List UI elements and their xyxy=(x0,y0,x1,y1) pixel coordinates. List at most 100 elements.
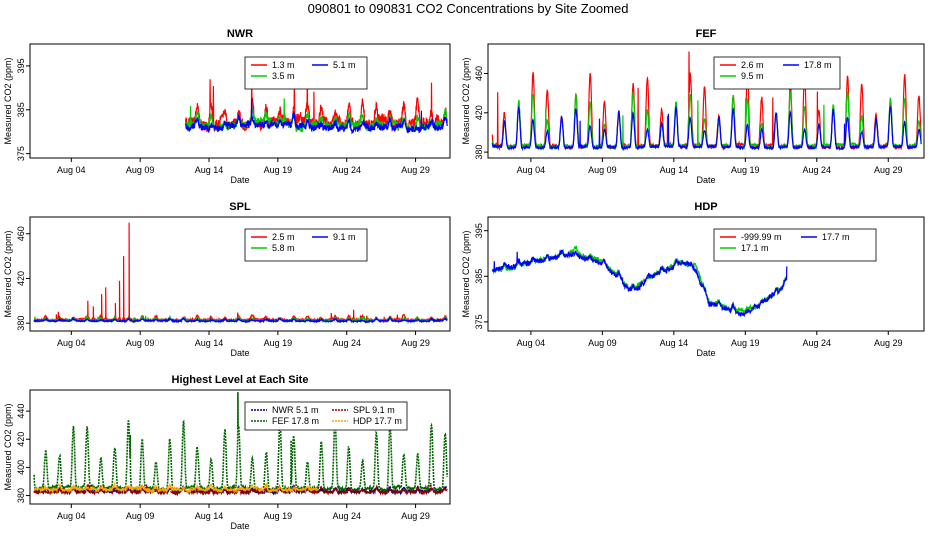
y-tick-label: 385 xyxy=(474,269,484,284)
series-line-fef-17-8-m xyxy=(33,392,448,495)
x-tick-label: Aug 29 xyxy=(874,165,903,175)
y-axis-label: Measured CO2 (ppm) xyxy=(3,403,13,490)
plot-frame xyxy=(487,216,925,332)
x-tick-label: Aug 04 xyxy=(517,165,546,175)
legend-box xyxy=(244,228,368,262)
series-line-17-1-m xyxy=(491,245,788,314)
y-tick-label: 375 xyxy=(474,314,484,329)
series-line-hdp-17-7-m xyxy=(33,481,319,495)
legend-label: -999.99 m xyxy=(741,232,782,242)
legend-label: 17.1 m xyxy=(741,243,769,253)
y-tick-label: 380 xyxy=(16,488,26,503)
chart-title: SPL xyxy=(229,201,251,213)
legend-label: 9.1 m xyxy=(333,232,356,242)
legend-box xyxy=(713,228,877,262)
y-tick-label: 385 xyxy=(16,102,26,117)
chart-title: HDP xyxy=(694,201,717,213)
plot-frame xyxy=(29,43,451,159)
x-axis-label: Date xyxy=(230,348,249,358)
legend: 2.5 m5.8 m 9.1 m xyxy=(244,228,368,262)
chart-highest: Highest Level at Each Site Aug 04 Aug 09 Au… xyxy=(3,374,451,531)
legend-label: FEF 17.8 m xyxy=(272,416,319,426)
plot-frame xyxy=(29,389,451,505)
y-tick-label: 420 xyxy=(16,432,26,447)
legend-label: 2.6 m xyxy=(741,60,764,70)
plot-frame xyxy=(487,43,925,159)
legend-label: HDP 17.7 m xyxy=(353,416,402,426)
x-tick-label: Aug 09 xyxy=(588,338,617,348)
legend-label: 2.5 m xyxy=(272,232,295,242)
y-axis-label: Measured CO2 (ppm) xyxy=(3,230,13,317)
x-tick-label: Aug 19 xyxy=(264,338,293,348)
x-tick-label: Aug 14 xyxy=(660,338,689,348)
x-tick-label: Aug 29 xyxy=(401,511,430,521)
y-tick-label: 440 xyxy=(16,404,26,419)
chart-fef: FEF Aug 04 Aug 09 Aug 14 Aug 19 Aug 24 Aug 29 D… xyxy=(461,28,925,185)
chart-hdp: HDP Aug 04 Aug 09 Aug 14 Aug 19 Aug 24 Aug 29 D… xyxy=(461,201,925,358)
x-tick-label: Aug 19 xyxy=(264,165,293,175)
legend: 1.3 m3.5 m 5.1 m xyxy=(244,56,368,90)
legend-label: NWR 5.1 m xyxy=(272,405,319,415)
legend-label: 17.8 m xyxy=(804,60,832,70)
x-axis-label: Date xyxy=(696,348,715,358)
x-tick-label: Aug 09 xyxy=(126,165,155,175)
y-tick-label: 420 xyxy=(16,271,26,286)
page-title: 090801 to 090831 CO2 Concentrations by S… xyxy=(307,1,629,16)
chart-nwr: NWR Aug 04 Aug 09 Aug 14 Aug 19 Aug 24 Aug 29 D… xyxy=(3,28,451,185)
series-line-17-8-m xyxy=(491,105,922,152)
legend-box xyxy=(713,56,841,90)
y-tick-label: 395 xyxy=(474,223,484,238)
legend-box xyxy=(244,401,408,431)
legend-label: 9.5 m xyxy=(741,71,764,81)
x-tick-label: Aug 09 xyxy=(126,338,155,348)
x-axis-label: Date xyxy=(696,175,715,185)
legend-label: 1.3 m xyxy=(272,60,295,70)
x-tick-label: Aug 19 xyxy=(731,338,760,348)
y-axis-label: Measured CO2 (ppm) xyxy=(3,57,13,144)
y-tick-label: 460 xyxy=(16,226,26,241)
x-tick-label: Aug 29 xyxy=(401,165,430,175)
chart-title: FEF xyxy=(696,28,717,40)
y-tick-label: 380 xyxy=(474,145,484,160)
x-axis-label: Date xyxy=(230,175,249,185)
legend-label: 5.8 m xyxy=(272,243,295,253)
x-tick-label: Aug 14 xyxy=(660,165,689,175)
legend-box xyxy=(244,56,368,90)
x-tick-label: Aug 24 xyxy=(332,165,361,175)
chart-spl: SPL Aug 04 Aug 09 Aug 14 Aug 19 Aug 24 Aug 29 D… xyxy=(3,201,451,358)
x-tick-label: Aug 24 xyxy=(332,511,361,521)
legend-label: 5.1 m xyxy=(333,60,356,70)
y-tick-label: 375 xyxy=(16,146,26,161)
y-axis-label: Measured CO2 (ppm) xyxy=(461,57,471,144)
plot-frame xyxy=(29,216,451,332)
y-tick-label: 420 xyxy=(474,105,484,120)
chart-title: Highest Level at Each Site xyxy=(172,374,309,386)
series-line-17-7-m xyxy=(492,248,788,318)
legend-label: SPL 9.1 m xyxy=(353,405,395,415)
x-tick-label: Aug 09 xyxy=(588,165,617,175)
series-line-5-1-m xyxy=(185,98,448,135)
series-line-2-5-m xyxy=(33,222,448,324)
legend: 2.6 m9.5 m 17.8 m xyxy=(713,56,841,90)
x-tick-label: Aug 14 xyxy=(195,165,224,175)
x-tick-label: Aug 29 xyxy=(401,338,430,348)
x-tick-label: Aug 29 xyxy=(874,338,903,348)
x-tick-label: Aug 14 xyxy=(195,338,224,348)
x-tick-label: Aug 24 xyxy=(332,338,361,348)
legend: -999.99 m17.1 m 17.7 m xyxy=(713,228,877,262)
y-tick-label: 395 xyxy=(16,58,26,73)
chart-title: NWR xyxy=(227,28,253,40)
x-tick-label: Aug 19 xyxy=(264,511,293,521)
x-axis-label: Date xyxy=(230,521,249,531)
legend-label: 17.7 m xyxy=(822,232,850,242)
y-tick-label: 400 xyxy=(16,460,26,475)
x-tick-label: Aug 09 xyxy=(126,511,155,521)
y-tick-label: 460 xyxy=(474,66,484,81)
y-axis-label: Measured CO2 (ppm) xyxy=(461,230,471,317)
legend-label: 3.5 m xyxy=(272,71,295,81)
x-tick-label: Aug 04 xyxy=(517,338,546,348)
x-tick-label: Aug 04 xyxy=(57,338,86,348)
x-tick-label: Aug 24 xyxy=(803,338,832,348)
